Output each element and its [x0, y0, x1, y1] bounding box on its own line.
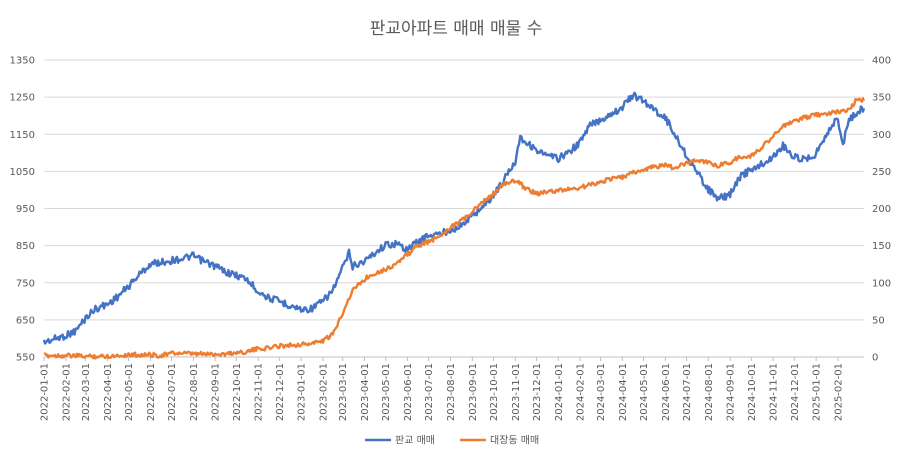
x-tick-label: 2024-01-01 [554, 363, 565, 421]
y-left-tick-label: 950 [16, 204, 35, 215]
legend-label-1: 대장동 매매 [490, 435, 539, 447]
x-tick-label: 2024-12-01 [790, 363, 801, 421]
y-right-tick-label: 250 [872, 167, 891, 178]
x-tick-label: 2023-02-01 [318, 363, 329, 421]
x-tick-label: 2022-02-01 [61, 363, 72, 421]
x-tick-label: 2023-07-01 [424, 363, 435, 421]
x-tick-label: 2022-04-01 [103, 363, 114, 421]
y-right-tick-label: 100 [872, 278, 891, 289]
x-tick-label: 2024-02-01 [576, 363, 587, 421]
x-tick-label: 2023-05-01 [381, 363, 392, 421]
y-left-tick-label: 750 [16, 278, 35, 289]
x-tick-label: 2024-10-01 [747, 363, 758, 421]
y-left-tick-label: 1350 [10, 56, 35, 67]
y-right-tick-label: 50 [872, 315, 885, 326]
legend: 판교 매매 대장동 매매 [365, 435, 539, 447]
x-tick-label: 2023-08-01 [446, 363, 457, 421]
x-tick-label: 2025-02-01 [833, 363, 844, 421]
x-tick-label: 2024-06-01 [661, 363, 672, 421]
y-right-tick-label: 0 [872, 353, 878, 364]
x-tick-label: 2025-01-01 [812, 363, 823, 421]
x-tick-label: 2024-09-01 [726, 363, 737, 421]
x-tick-label: 2023-12-01 [532, 363, 543, 421]
x-tick-label: 2022-08-01 [189, 363, 200, 421]
x-tick-label: 2022-03-01 [81, 363, 92, 421]
legend-label-0: 판교 매매 [395, 435, 435, 447]
axes: 550 650 750 850 950 1050 1150 1250 1350 0 50 100 150… [10, 56, 892, 422]
y-right-tick-label: 200 [872, 204, 891, 215]
x-tick-label: 2023-06-01 [403, 363, 414, 421]
y-left-tick-label: 1250 [10, 93, 35, 104]
x-tick-label: 2022-07-01 [167, 363, 178, 421]
x-tick-label: 2023-11-01 [511, 363, 522, 421]
x-tick-label: 2024-03-01 [596, 363, 607, 421]
series-line-1 [43, 97, 866, 360]
x-tick-label: 2023-10-01 [489, 363, 500, 421]
y-right-tick-label: 350 [872, 93, 891, 104]
series [42, 91, 866, 360]
x-tick-label: 2024-04-01 [618, 363, 629, 421]
x-tick-label: 2024-07-01 [682, 363, 693, 421]
series-line-0 [42, 91, 866, 345]
x-tick-label: 2022-09-01 [211, 363, 222, 421]
chart-title: 판교아파트 매매 매물 수 [370, 19, 543, 39]
x-tick-label: 2024-11-01 [769, 363, 780, 421]
x-tick-label: 2023-09-01 [468, 363, 479, 421]
y-left-tick-label: 850 [16, 241, 35, 252]
x-tick-label: 2024-08-01 [704, 363, 715, 421]
x-tick-label: 2023-03-01 [338, 363, 349, 421]
y-left-tick-label: 550 [16, 353, 35, 364]
x-tick-label: 2022-05-01 [124, 363, 135, 421]
x-tick-label: 2022-12-01 [275, 363, 286, 421]
x-tick-label: 2022-10-01 [232, 363, 243, 421]
y-right-tick-label: 150 [872, 241, 891, 252]
x-tick-label: 2023-01-01 [297, 363, 308, 421]
y-right-tick-label: 300 [872, 130, 891, 141]
y-left-tick-label: 1050 [10, 167, 35, 178]
x-tick-label: 2023-04-01 [360, 363, 371, 421]
x-tick-label: 2022-11-01 [254, 363, 265, 421]
y-left-tick-label: 650 [16, 315, 35, 326]
y-left-tick-label: 1150 [10, 130, 35, 141]
y-right-tick-label: 400 [872, 56, 891, 67]
x-tick-label: 2022-06-01 [146, 363, 157, 421]
x-tick-label: 2024-05-01 [639, 363, 650, 421]
x-tick-label: 2022-01-01 [40, 363, 51, 421]
